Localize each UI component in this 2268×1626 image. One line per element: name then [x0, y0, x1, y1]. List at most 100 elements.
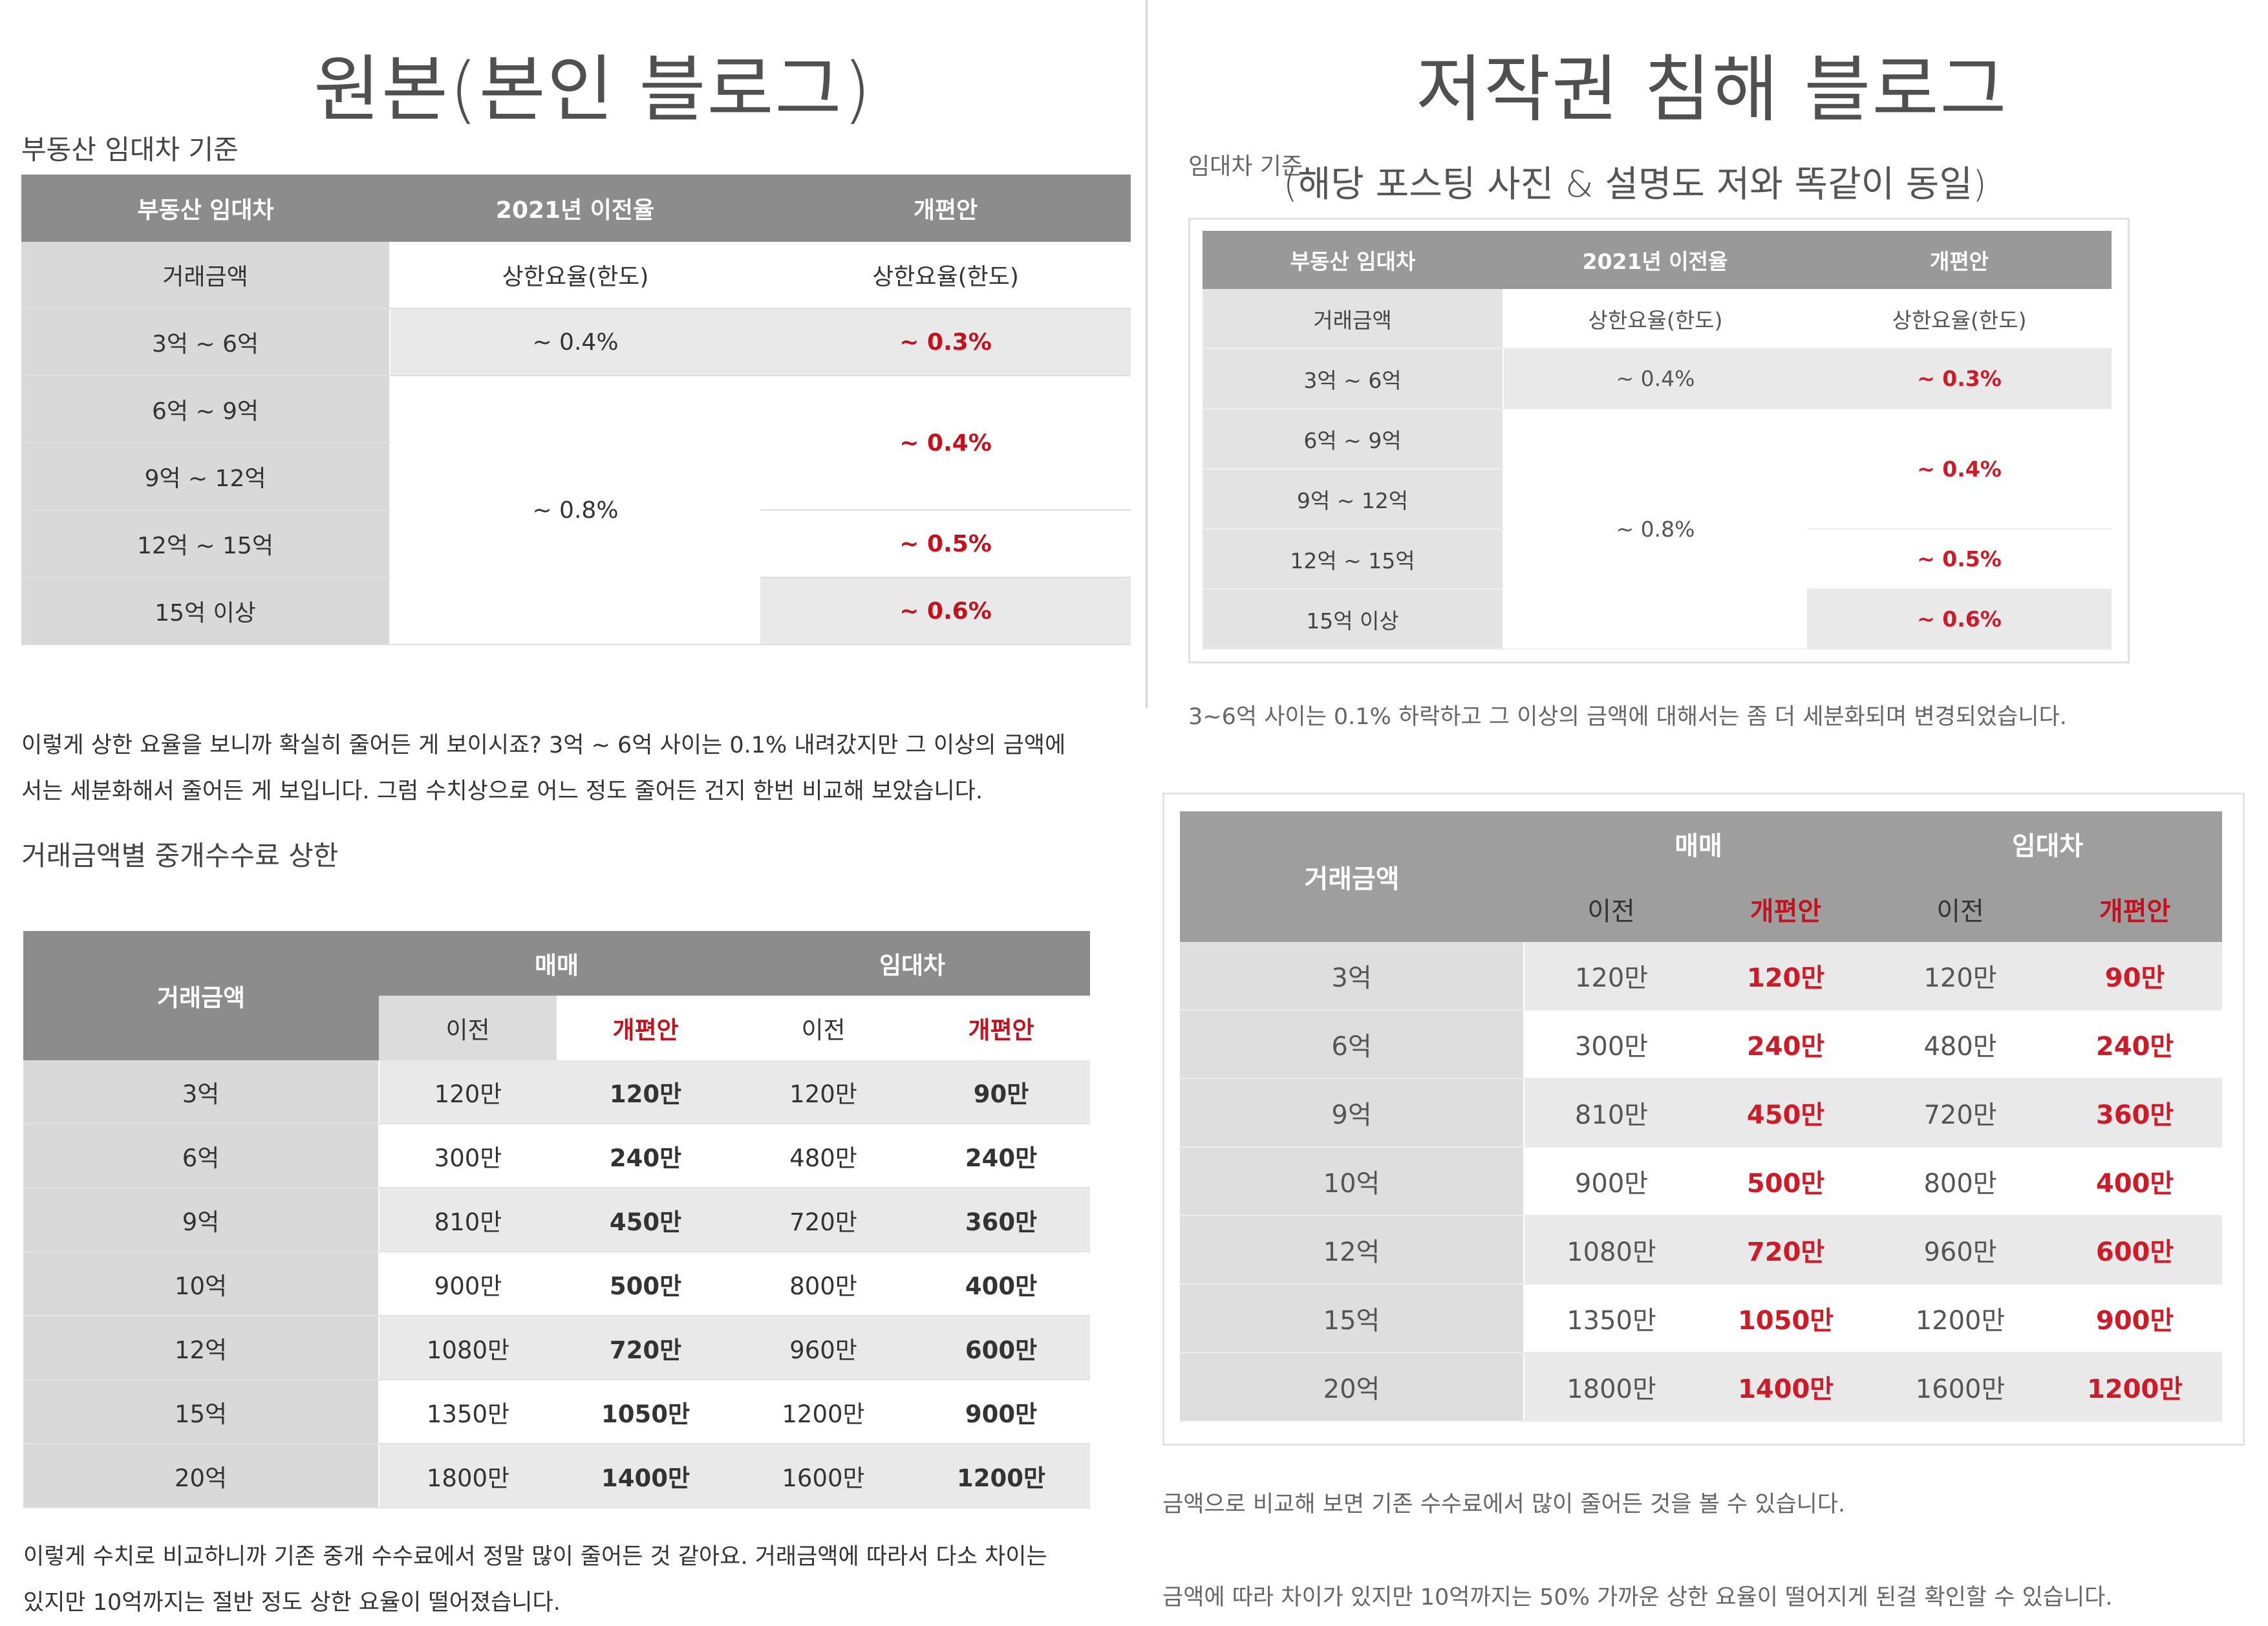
table-row: 20억 1800만 1400만 1600만 1200만 [23, 1444, 1090, 1508]
table-subheader: 개편안 [1698, 876, 1874, 942]
fee-table-copy: 거래금액 매매 임대차 이전 개편안 이전 개편안 3억 120만 120만 120만… [1180, 811, 2223, 1422]
table-row: 3억 120만 120만 120만 90만 [1180, 942, 2223, 1011]
table-cell: 240만 [2048, 1010, 2223, 1079]
table-cell: 20억 [1180, 1353, 1524, 1422]
table-cell: 480만 [734, 1124, 912, 1188]
paragraph-line: 이렇게 수치로 비교하니까 기존 중개 수수료에서 정말 많이 줄어든 것 같아… [23, 1544, 1047, 1570]
table-cell: ~ 0.3% [1807, 348, 2112, 409]
table-cell: 120만 [557, 1060, 734, 1124]
table-row: 15억 1350만 1050만 1200만 900만 [1180, 1284, 2223, 1353]
table-subheader: 이전 [734, 996, 912, 1060]
table-cell: 12억 [23, 1316, 380, 1380]
table-cell: 600만 [912, 1316, 1090, 1380]
table-subheader: 개편안 [2048, 876, 2223, 942]
table-row: 9억 810만 450만 720만 360만 [23, 1188, 1090, 1252]
table-cell: 1080만 [379, 1316, 557, 1380]
table-cell: 상한요율(한도) [390, 242, 760, 309]
table-row: 12억 1080만 720만 960만 600만 [1180, 1215, 2223, 1285]
table-header: 임대차 [734, 931, 1090, 996]
table-cell: ~ 0.8% [1503, 409, 1807, 650]
table-cell: ~ 0.4% [390, 308, 760, 376]
table-cell: 20억 [23, 1444, 380, 1508]
table-cell: 1200만 [912, 1444, 1090, 1508]
table-header: 개편안 [1807, 231, 2112, 289]
table-cell: 1080만 [1524, 1215, 1698, 1285]
paragraph: 3~6억 사이는 0.1% 하락하고 그 이상의 금액에 대해서는 좀 더 세분… [1188, 704, 2067, 730]
table-cell: 1600만 [1873, 1353, 2048, 1422]
table-cell: 9억 [1180, 1078, 1524, 1148]
table-cell: 120만 [1873, 942, 2048, 1011]
table-cell: 360만 [2048, 1078, 2223, 1148]
table-header: 임대차 [1873, 811, 2223, 876]
table-cell: 1200만 [1873, 1284, 2048, 1353]
table-cell: 1800만 [379, 1444, 557, 1508]
paragraph-line: 이렇게 상한 요율을 보니까 확실히 줄어든 게 보이시죠? 3억 ~ 6억 사… [21, 733, 1066, 758]
table-cell: 12억 ~ 15억 [1203, 529, 1504, 590]
table-header: 2021년 이전율 [1503, 231, 1807, 289]
table-cell: 300만 [1524, 1010, 1698, 1079]
table-cell: 12억 [1180, 1215, 1524, 1285]
table-cell: 810만 [1524, 1078, 1698, 1148]
table-row: 10억 900만 500만 800만 400만 [1180, 1147, 2223, 1216]
table-cell: 1350만 [1524, 1284, 1698, 1353]
table-cell: 120만 [379, 1060, 557, 1124]
table-cell: ~ 0.6% [1807, 589, 2112, 650]
table-cell: 900만 [379, 1252, 557, 1316]
table-row: 15억 1350만 1050만 1200만 900만 [23, 1380, 1090, 1444]
table-cell: 9억 [23, 1188, 380, 1252]
table-cell: 15억 [23, 1380, 380, 1444]
table-cell: 10억 [1180, 1147, 1524, 1216]
table-cell: 960만 [1873, 1215, 2048, 1285]
table-cell: 1400만 [557, 1444, 734, 1508]
table-cell: ~ 0.4% [1503, 348, 1807, 409]
lease-rate-table-copy: 부동산 임대차 2021년 이전율 개편안 거래금액 상한요율(한도) 상한요율… [1203, 231, 2112, 650]
table-cell: ~ 0.4% [1807, 409, 2112, 530]
annotation-note: (해당 포스팅 사진 & 설명도 저와 똑같이 동일) [1283, 164, 1987, 206]
table-cell: 810만 [379, 1188, 557, 1252]
table-cell: 9억 ~ 12억 [21, 443, 390, 511]
table-cell: 400만 [912, 1252, 1090, 1316]
table-row: 6억 300만 240만 480만 240만 [1180, 1010, 2223, 1079]
table-cell: 800만 [734, 1252, 912, 1316]
section-heading-fee: 거래금액별 중개수수료 상한 [21, 840, 339, 872]
table-cell: 1050만 [557, 1380, 734, 1444]
column-divider [1146, 0, 1148, 708]
table-cell: 15억 [1180, 1284, 1524, 1353]
lease-rate-table: 부동산 임대차 2021년 이전율 개편안 거래금액 상한요율(한도) 상한요율… [21, 175, 1131, 645]
table-row: 3억 120만 120만 120만 90만 [23, 1060, 1090, 1124]
table-cell: 300만 [379, 1124, 557, 1188]
table-subheader: 이전 [379, 996, 557, 1060]
table-cell: 3억 [1180, 942, 1524, 1011]
table-cell: ~ 0.8% [390, 376, 760, 645]
table-row: 9억 810만 450만 720만 360만 [1180, 1078, 2223, 1148]
section-heading-lease: 부동산 임대차 기준 [21, 134, 239, 166]
table-cell: 10억 [23, 1252, 380, 1316]
infringing-blog-title: 저작권 침해 블로그 [1416, 48, 2008, 132]
table-cell: 120만 [1698, 942, 1874, 1011]
fee-table-original: 거래금액 매매 임대차 이전 개편안 이전 개편안 3억 120만 120만 120만… [23, 931, 1090, 1508]
table-cell: 15억 이상 [21, 577, 390, 645]
table-cell: 240만 [557, 1124, 734, 1188]
table-cell: 상한요율(한도) [1503, 289, 1807, 349]
table-cell: 1050만 [1698, 1284, 1874, 1353]
table-cell: 900만 [2048, 1284, 2223, 1353]
table-cell: 1600만 [734, 1444, 912, 1508]
table-cell: 1400만 [1698, 1353, 1874, 1422]
table-cell: ~ 0.5% [760, 509, 1131, 578]
table-cell: 600만 [2048, 1215, 2223, 1285]
paragraph: 금액으로 비교해 보면 기존 수수료에서 많이 줄어든 것을 볼 수 있습니다. [1162, 1492, 1846, 1517]
table-row: 6억 300만 240만 480만 240만 [23, 1124, 1090, 1188]
table-row: 10억 900만 500만 800만 400만 [23, 1252, 1090, 1316]
table-cell: 3억 ~ 6억 [21, 308, 390, 376]
table-cell: 400만 [2048, 1147, 2223, 1216]
table-cell: 720만 [734, 1188, 912, 1252]
original-blog-title: 원본(본인 블로그) [314, 48, 873, 132]
table-header: 거래금액 [1180, 811, 1524, 942]
table-row: 20억 1800만 1400만 1600만 1200만 [1180, 1353, 2223, 1422]
table-cell: 120만 [1524, 942, 1698, 1011]
table-cell: 800만 [1873, 1147, 2048, 1216]
table-cell: 480만 [1873, 1010, 2048, 1079]
table-cell: 960만 [734, 1316, 912, 1380]
table-subheader: 이전 [1873, 876, 2048, 942]
table-cell: 500만 [1698, 1147, 1874, 1216]
